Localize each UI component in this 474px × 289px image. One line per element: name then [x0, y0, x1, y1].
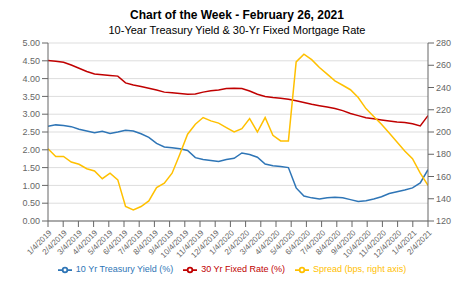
svg-text:11/4/2020: 11/4/2020	[356, 228, 389, 260]
svg-text:5/4/2020: 5/4/2020	[268, 228, 297, 257]
svg-text:140: 140	[436, 194, 451, 204]
svg-text:160: 160	[436, 172, 451, 182]
svg-text:9/4/2019: 9/4/2019	[146, 228, 176, 257]
svg-text:5.00: 5.00	[22, 38, 40, 48]
html-text:10 Yr Treasury Yield (%): 10 Yr Treasury Yield (%)	[75, 264, 174, 275]
svg-text:200: 200	[436, 127, 451, 137]
html-text:Chart of the Week - February 2: Chart of the Week - February 26, 2021	[130, 8, 344, 22]
svg-text:180: 180	[436, 149, 451, 159]
svg-text:6/4/2019: 6/4/2019	[101, 228, 130, 257]
svg-text:7/4/2019: 7/4/2019	[116, 228, 145, 257]
html-text:30 Yr Fixed Rate (%): 30 Yr Fixed Rate (%)	[201, 264, 286, 275]
svg-text:3.50: 3.50	[22, 92, 40, 102]
svg-text:1.50: 1.50	[22, 163, 40, 173]
svg-text:2/4/2021: 2/4/2021	[405, 228, 434, 257]
svg-text:3/4/2019: 3/4/2019	[55, 228, 85, 257]
svg-text:0.50: 0.50	[22, 198, 40, 208]
svg-text:10/4/2020: 10/4/2020	[341, 228, 373, 260]
svg-text:220: 220	[436, 105, 451, 115]
svg-text:1.00: 1.00	[22, 181, 40, 191]
svg-text:2.50: 2.50	[22, 127, 40, 137]
svg-text:0.00: 0.00	[22, 216, 40, 226]
svg-text:3/4/2020: 3/4/2020	[238, 228, 267, 257]
svg-text:4/4/2019: 4/4/2019	[70, 228, 100, 257]
svg-text:1/4/2020: 1/4/2020	[207, 228, 237, 257]
svg-text:7/4/2020: 7/4/2020	[298, 228, 328, 257]
svg-text:8/4/2020: 8/4/2020	[314, 228, 343, 257]
svg-text:12/4/2019: 12/4/2019	[189, 228, 221, 260]
svg-text:5/4/2019: 5/4/2019	[86, 228, 115, 257]
svg-text:280: 280	[436, 38, 451, 48]
svg-text:11/4/2019: 11/4/2019	[174, 228, 206, 260]
html-text:Spread (bps, right axis): Spread (bps, right axis)	[313, 264, 407, 275]
svg-text:2/4/2020: 2/4/2020	[222, 228, 252, 257]
svg-text:4.50: 4.50	[22, 56, 40, 66]
svg-text:12/4/2020: 12/4/2020	[371, 228, 404, 260]
svg-text:1/4/2019: 1/4/2019	[25, 228, 54, 257]
svg-text:2.00: 2.00	[22, 145, 40, 155]
svg-text:120: 120	[436, 216, 451, 226]
html-text:10-Year Treasury Yield & 30-Yr: 10-Year Treasury Yield & 30-Yr Fixed Mor…	[108, 24, 366, 36]
svg-text:9/4/2020: 9/4/2020	[329, 228, 358, 257]
svg-text:260: 260	[436, 60, 451, 70]
svg-text:3.00: 3.00	[22, 109, 40, 119]
svg-text:4/4/2020: 4/4/2020	[253, 228, 282, 257]
svg-text:8/4/2019: 8/4/2019	[131, 228, 161, 257]
svg-text:1/4/2021: 1/4/2021	[390, 228, 419, 257]
svg-text:10/4/2019: 10/4/2019	[158, 228, 191, 260]
svg-text:2/4/2019: 2/4/2019	[40, 228, 69, 257]
svg-text:6/4/2020: 6/4/2020	[283, 228, 313, 257]
svg-text:4.00: 4.00	[22, 74, 40, 84]
svg-text:240: 240	[436, 83, 451, 93]
